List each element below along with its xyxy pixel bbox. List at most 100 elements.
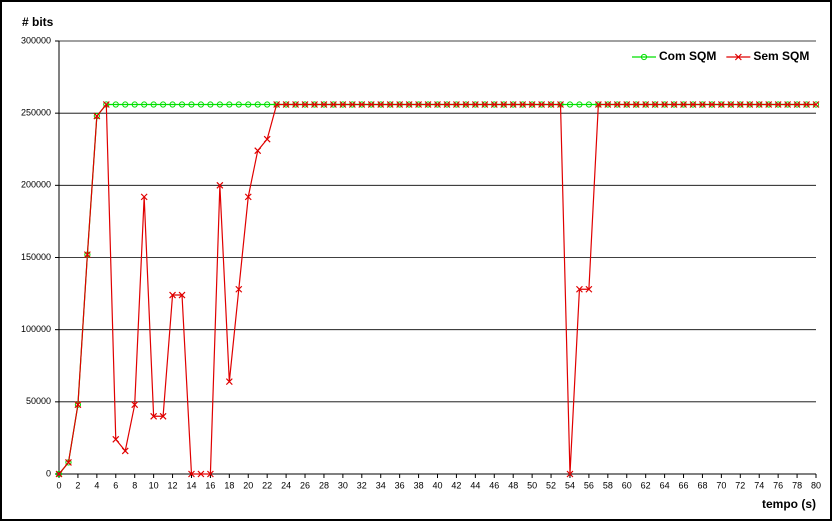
y-axis-label: # bits (22, 15, 54, 29)
point (112, 435, 120, 443)
point (254, 101, 261, 108)
point (112, 101, 119, 108)
point (216, 101, 223, 108)
point (226, 101, 233, 108)
x-tick-label: 18 (224, 480, 234, 490)
point (566, 101, 574, 108)
point (803, 101, 810, 108)
y-tick-label: 250000 (21, 108, 51, 118)
x-tick-label: 48 (508, 480, 518, 490)
point (197, 470, 205, 478)
point (405, 101, 413, 108)
x-tick-label: 6 (113, 480, 118, 490)
point (264, 101, 271, 108)
point (197, 101, 205, 108)
point (263, 135, 271, 143)
point (538, 101, 546, 108)
x-tick-label: 58 (603, 480, 613, 490)
point (140, 193, 148, 201)
point (680, 101, 687, 108)
point (576, 101, 583, 108)
point (557, 101, 564, 108)
x-axis-label: tempo (s) (762, 497, 816, 511)
point (122, 101, 129, 108)
point (566, 470, 574, 478)
x-tick-label: 28 (319, 480, 329, 490)
legend-label: Com SQM (659, 49, 716, 63)
y-tick-label: 100000 (21, 324, 51, 334)
x-tick-label: 70 (716, 480, 726, 490)
point (348, 101, 356, 108)
point (55, 470, 63, 478)
legend-marker (734, 53, 742, 61)
point (812, 101, 820, 108)
point (708, 101, 716, 108)
point (670, 101, 678, 108)
point (594, 101, 602, 108)
x-tick-label: 76 (773, 480, 783, 490)
x-tick-label: 78 (792, 480, 802, 490)
point (178, 101, 186, 108)
point (273, 101, 281, 108)
point (736, 101, 744, 108)
point (93, 112, 101, 120)
point (225, 378, 233, 386)
point (169, 291, 176, 299)
point (547, 101, 555, 108)
point (121, 447, 129, 455)
point (386, 101, 394, 108)
point (292, 101, 299, 108)
x-tick-label: 52 (546, 480, 556, 490)
point (65, 459, 72, 466)
point (623, 101, 631, 108)
point (462, 101, 470, 108)
point (377, 101, 385, 108)
x-tick-label: 80 (811, 480, 821, 490)
x-tick-label: 46 (489, 480, 499, 490)
x-tick-label: 20 (243, 480, 253, 490)
point (131, 101, 138, 108)
point (206, 470, 214, 478)
point (717, 101, 725, 108)
x-tick-label: 32 (357, 480, 367, 490)
x-tick-label: 56 (584, 480, 594, 490)
point (188, 101, 195, 108)
point (509, 101, 517, 108)
x-tick-label: 62 (641, 480, 651, 490)
point (358, 101, 366, 108)
point (443, 101, 451, 108)
point (83, 251, 91, 259)
x-tick-label: 50 (527, 480, 537, 490)
point (282, 101, 290, 108)
point (339, 101, 347, 108)
point (102, 101, 110, 108)
point (329, 101, 337, 108)
point (651, 101, 659, 108)
point (55, 470, 63, 478)
x-tick-label: 34 (376, 480, 386, 490)
x-tick-label: 68 (697, 480, 707, 490)
point (585, 285, 593, 293)
point (613, 101, 621, 108)
y-tick-label: 300000 (21, 35, 51, 45)
x-tick-label: 64 (660, 480, 670, 490)
point (727, 101, 735, 108)
point (793, 101, 801, 108)
y-tick-label: 200000 (21, 180, 51, 190)
x-tick-label: 54 (565, 480, 575, 490)
x-tick-label: 10 (149, 480, 159, 490)
x-tick-label: 38 (414, 480, 424, 490)
point (774, 101, 782, 108)
point (159, 101, 167, 108)
point (699, 101, 706, 108)
point (244, 193, 252, 201)
point (311, 101, 318, 108)
legend-label: Sem SQM (753, 49, 809, 63)
x-tick-label: 0 (56, 480, 61, 490)
x-tick-label: 60 (622, 480, 632, 490)
point (746, 101, 754, 108)
point (689, 101, 697, 108)
point (642, 101, 650, 108)
